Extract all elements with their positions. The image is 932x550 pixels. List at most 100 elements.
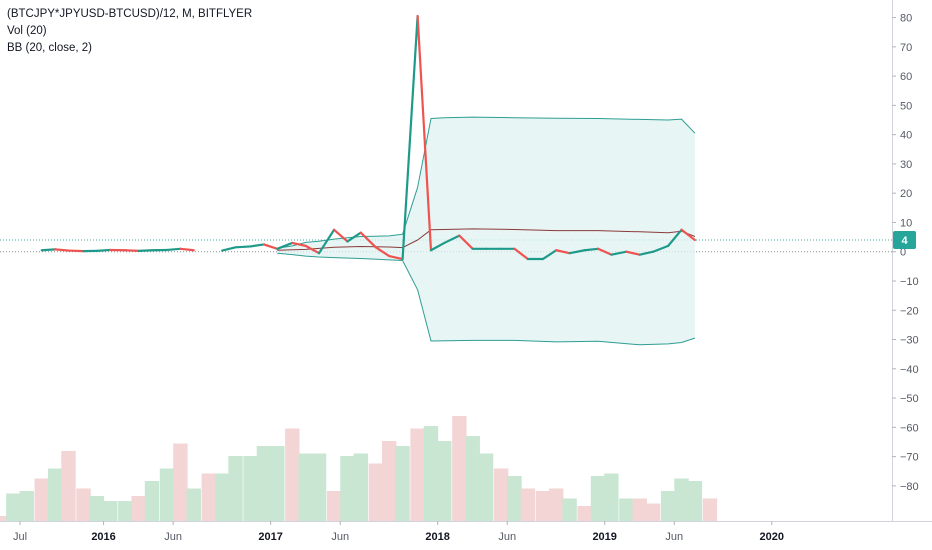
price-segment [568,249,586,255]
legend-volume[interactable]: Vol (20) [7,25,47,37]
price-segment [625,250,641,256]
x-tick-label: Jun [665,531,683,543]
price-segment [291,241,307,247]
volume-bar [520,488,536,521]
price-segment [234,245,252,249]
volume-bar [507,476,522,521]
y-tick-label: 50 [900,100,912,112]
volume-bar [61,451,76,521]
volume-bar [159,468,175,521]
x-tick-label: Jun [331,531,349,543]
y-tick-label: 10 [900,217,912,229]
y-tick-label: −50 [900,393,919,405]
volume-bar [326,491,342,521]
volume-bar [144,481,160,521]
volume-bar [228,456,243,521]
volume-bar [103,501,118,521]
price-segment [346,231,362,243]
volume-bar [632,498,647,521]
y-tick-label: −10 [900,276,919,288]
price-segment [443,234,461,245]
volume-bar [382,441,397,521]
price-segment [401,14,419,261]
volume-bar [577,506,592,521]
volume-bar [423,426,439,521]
y-axis: 80 70 60 50 40 30 20 10 0 −10 −20 −30 −40 −50 −60 −70 −8… [892,13,919,493]
bb-upper-line [277,116,696,249]
price-segment [124,249,140,252]
y-tick-label: 20 [900,188,912,200]
price-segment [667,228,683,247]
legend-bollinger[interactable]: BB (20, close, 2) [7,42,93,54]
price-segment [541,249,558,261]
y-tick-label: 0 [900,247,906,259]
price-segment [165,247,182,252]
volume-bar [34,478,49,521]
y-tick-label: 40 [900,130,912,142]
volume-bar [353,453,369,521]
volume-bar [131,496,146,521]
volume-bar [660,491,676,521]
volume-bar [619,498,634,521]
x-tick-label: Jun [164,531,182,543]
last-price-badge-bg [893,231,916,250]
volume-bar [6,493,21,521]
y-tick-label: −70 [900,452,919,464]
price-segment [67,249,85,253]
price-segment [137,249,154,252]
volume-bar [214,473,230,521]
price-segment [652,244,670,253]
price-segment [513,247,529,261]
volume-bar [674,478,689,521]
x-tick-label: Jul [13,531,27,543]
price-segment [332,228,349,243]
volume-bar [173,443,188,521]
price-segment [40,248,57,252]
bb-basis-line [277,228,696,251]
volume-bar [0,516,8,521]
price-segment [317,228,336,255]
price-segment [179,247,195,252]
volume-bar [478,453,494,521]
price-segment [262,243,279,250]
price-segment [54,248,70,252]
volume-bar [311,453,327,521]
chart-legend: (BTCJPY*JPYUSD-BTCUSD)/12, M, BITFLYER V… [7,6,252,57]
volume-bar [298,453,313,521]
y-tick-label: −30 [900,335,919,347]
x-tick-label: 2019 [592,531,616,543]
volume-bar [493,468,509,521]
price-segment [680,228,696,242]
price-segment [555,249,571,255]
volume-bar [47,468,63,521]
volume-bar [562,498,577,521]
y-tick-label: −20 [900,305,919,317]
volume-bar [590,476,606,521]
x-tick-label: 2020 [759,531,783,543]
axes [0,0,932,522]
price-segment [276,241,294,250]
price-segment [221,246,237,252]
last-price-badge: 4 [893,231,916,250]
y-tick-label: 80 [900,13,912,25]
price-segment [95,248,112,252]
volume-bar [368,463,384,521]
volume-bar [256,446,272,521]
y-tick-label: −80 [900,481,919,493]
price-line [40,14,696,261]
volume-bar [452,416,467,521]
volume-bar [687,481,703,521]
y-tick-label: −60 [900,422,919,434]
volume-bar [465,436,480,521]
volume-bar [118,501,133,521]
x-axis: Jul 2016 Jun 2017 Jun 2018 Jun 2019 Jun 2020 [13,521,784,543]
price-segment [429,241,446,252]
price-segment [374,246,391,258]
bb-lower-line [277,252,696,346]
legend-symbol[interactable]: (BTCJPY*JPYUSD-BTCUSD)/12, M, BITFLYER [7,8,253,20]
price-segment [638,250,655,256]
volume-bar [270,446,285,521]
volume-bar [702,498,718,521]
volume-bar [604,473,619,521]
